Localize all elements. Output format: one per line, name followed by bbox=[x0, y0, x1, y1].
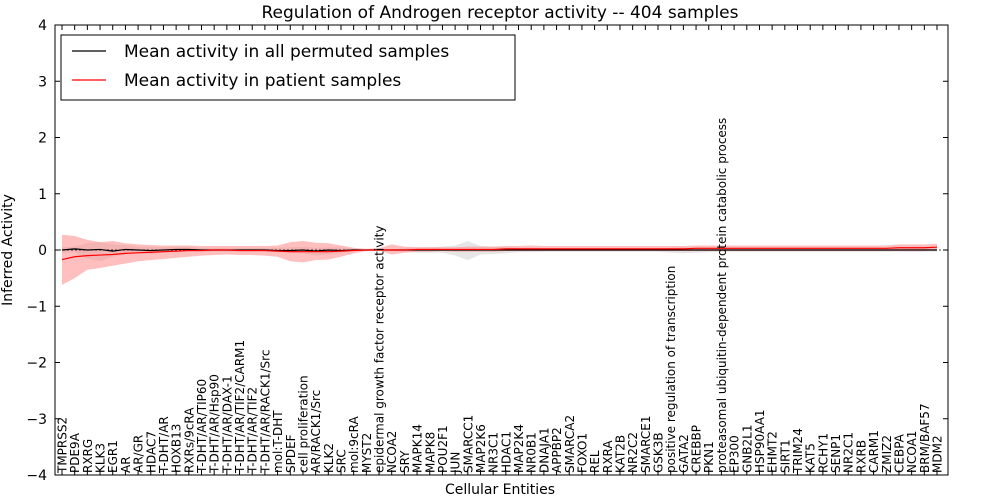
x-tick-label: TMPRSS2 bbox=[56, 417, 70, 474]
x-tick-label: T-DHT/AR/TIF2/CARM1 bbox=[233, 340, 247, 474]
x-tick-label: PKN1 bbox=[702, 441, 716, 473]
x-tick-label: SMARCA2 bbox=[563, 415, 577, 473]
x-tick-label: FOXO1 bbox=[575, 433, 589, 473]
x-tick-label: SMARCE1 bbox=[639, 415, 653, 473]
y-tick-label: −2 bbox=[26, 356, 47, 372]
x-tick-label: KAT5 bbox=[804, 443, 818, 473]
x-tick-label: mol:9cRA bbox=[347, 416, 361, 473]
x-tick-label: MAPK14 bbox=[411, 424, 425, 473]
x-tick-label: GATA2 bbox=[677, 434, 691, 473]
x-tick-label: MDM2 bbox=[931, 435, 945, 473]
x-tick-label: NCOA1 bbox=[905, 431, 919, 473]
x-tick-label: KAT2B bbox=[613, 435, 627, 473]
x-tick-label: GNB2L1 bbox=[740, 425, 754, 473]
y-tick-label: 0 bbox=[38, 243, 47, 259]
x-tick-label: T-DHT/AR/TIP60 bbox=[195, 379, 209, 474]
x-tick-label: NR2C1 bbox=[842, 432, 856, 473]
y-axis-label: Inferred Activity bbox=[0, 194, 16, 306]
x-tick-label: MAP2K6 bbox=[474, 424, 488, 473]
x-tick-label: RXRs/9cRA bbox=[182, 407, 196, 473]
x-tick-label: T-DHT/AR bbox=[157, 416, 171, 474]
x-tick-label: NCOA2 bbox=[385, 431, 399, 473]
x-tick-label: T-DHT/AR/TIF2 bbox=[246, 387, 260, 474]
x-tick-label: MAPK8 bbox=[423, 432, 437, 473]
x-tick-label: epidermal growth factor receptor activit… bbox=[373, 226, 387, 473]
x-tick-label: SPDEF bbox=[284, 434, 298, 473]
y-tick-label: 4 bbox=[38, 18, 47, 34]
legend: Mean activity in all permuted samples Me… bbox=[60, 34, 516, 101]
patient-band bbox=[62, 234, 937, 285]
x-tick-label: APPBP2 bbox=[550, 427, 564, 473]
x-tick-label: GSK3B bbox=[652, 432, 666, 473]
x-tick-label: PDE9A bbox=[68, 432, 82, 473]
x-tick-label: AR/GR bbox=[132, 435, 146, 473]
x-tick-label: T-DHT/AR/DAX-1 bbox=[220, 375, 234, 474]
x-tick-label: MAP2K4 bbox=[512, 424, 526, 473]
y-tick-label: 2 bbox=[38, 131, 47, 147]
x-tick-label: KLK2 bbox=[322, 443, 336, 473]
x-tick-label: ZMIZ2 bbox=[880, 435, 894, 473]
x-tick-label: RXRB bbox=[854, 440, 868, 473]
legend-box bbox=[60, 34, 516, 101]
x-tick-label: CARM1 bbox=[867, 430, 881, 473]
x-tick-label: POU2F1 bbox=[436, 425, 450, 473]
x-tick-label: REL bbox=[588, 450, 602, 473]
x-tick-label: HOXB13 bbox=[170, 424, 184, 473]
x-tick-label: KLK3 bbox=[94, 443, 108, 473]
x-tick-label: SIRT1 bbox=[778, 439, 792, 473]
x-tick-label: proteasomal ubiquitin-dependent protein … bbox=[715, 118, 729, 473]
x-tick-label: BRM/BAF57 bbox=[918, 403, 932, 473]
x-tick-label: cell proliferation bbox=[296, 375, 310, 473]
x-tick-label: SRY bbox=[398, 450, 412, 473]
x-tick-label: NR2C2 bbox=[626, 432, 640, 473]
x-tick-label: RXRG bbox=[81, 439, 95, 473]
x-tick-label: JUN bbox=[449, 452, 463, 474]
x-tick-label: EGR1 bbox=[106, 440, 120, 473]
patient-mean-line bbox=[61, 246, 938, 261]
y-tick-label: −3 bbox=[26, 412, 47, 428]
plot-area: −4−3−2−101234TMPRSS2PDE9ARXRGKLK3EGR1ARA… bbox=[26, 18, 949, 484]
x-tick-label: SMARCC1 bbox=[461, 415, 475, 473]
x-tick-label: AR/RACK1/Src bbox=[309, 390, 323, 473]
x-tick-label: T-DHT/AR/RACK1/Src bbox=[258, 350, 272, 474]
x-tick-label: HSP90AA1 bbox=[753, 409, 767, 473]
x-tick-label: SRC bbox=[334, 449, 348, 473]
x-tick-label: mol:T-DHT bbox=[271, 410, 285, 473]
x-tick-label: NR0B1 bbox=[525, 432, 539, 473]
x-tick-label: SENP1 bbox=[829, 434, 843, 473]
x-tick-label: RCHY1 bbox=[816, 433, 830, 473]
x-tick-label: MYST2 bbox=[360, 433, 374, 473]
x-tick-label: HDAC1 bbox=[499, 431, 513, 473]
x-tick-label: DNAJA1 bbox=[537, 427, 551, 473]
y-tick-label: 3 bbox=[38, 74, 47, 90]
y-tick-label: −1 bbox=[26, 299, 47, 315]
x-tick-label: EHMT2 bbox=[766, 431, 780, 473]
x-tick-label: positive regulation of transcription bbox=[664, 266, 678, 473]
x-tick-label: T-DHT/AR/Hsp90 bbox=[208, 374, 222, 474]
x-tick-label: NR3C1 bbox=[487, 432, 501, 473]
x-tick-label: HDAC7 bbox=[144, 431, 158, 473]
x-tick-label: EP300 bbox=[728, 435, 742, 473]
legend-label-patient: Mean activity in patient samples bbox=[124, 71, 401, 91]
x-tick-label: CREBBP bbox=[690, 425, 704, 473]
x-tick-label: AR bbox=[119, 456, 133, 473]
y-tick-label: −4 bbox=[26, 468, 47, 484]
chart-title: Regulation of Androgen receptor activity… bbox=[262, 3, 739, 23]
x-axis-label: Cellular Entities bbox=[445, 482, 555, 498]
y-tick-label: 1 bbox=[38, 187, 47, 203]
x-tick-label: CEBPA bbox=[892, 433, 906, 473]
x-tick-label: TRIM24 bbox=[791, 428, 805, 474]
legend-label-permuted: Mean activity in all permuted samples bbox=[124, 42, 449, 62]
x-tick-label: RXRA bbox=[601, 440, 615, 473]
